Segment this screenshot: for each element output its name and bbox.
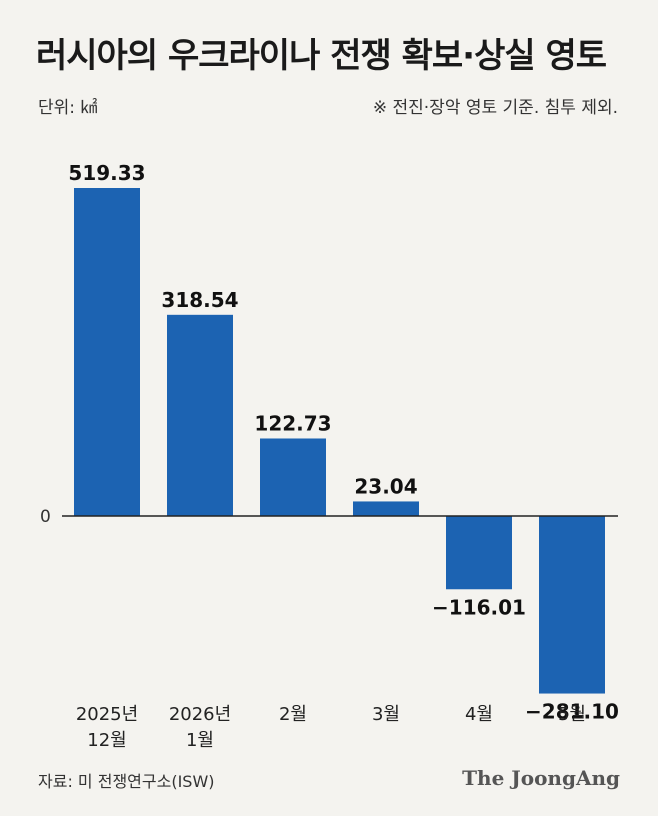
unit-label: 단위: ㎢ xyxy=(38,98,98,118)
category-label-1-2: 12월 xyxy=(87,730,126,751)
bar-6 xyxy=(539,516,605,694)
category-label-2-2: 1월 xyxy=(186,730,214,751)
bar-1 xyxy=(74,188,140,516)
bar-4 xyxy=(353,501,419,516)
data-label-3: 122.73 xyxy=(254,411,331,435)
bar-2 xyxy=(167,314,233,516)
bar-3 xyxy=(260,438,326,516)
data-label-1: 519.33 xyxy=(68,161,145,185)
zero-tick-label: 0 xyxy=(40,507,51,527)
category-label-2-1: 2026년 xyxy=(169,704,231,725)
chart-title: 러시아의 우크라이나 전쟁 확보·상실 영토 xyxy=(36,36,607,76)
data-label-6: −281.10 xyxy=(525,700,619,724)
category-label-3-1: 2월 xyxy=(279,704,307,725)
criteria-note: ※ 전진·장악 영토 기준. 침투 제외. xyxy=(372,98,618,118)
data-label-4: 23.04 xyxy=(354,474,417,498)
data-label-2: 318.54 xyxy=(161,288,238,312)
brand-logo: The JoongAng xyxy=(462,766,620,790)
bar-5 xyxy=(446,516,512,590)
category-label-4-1: 3월 xyxy=(372,704,400,725)
category-label-1-1: 2025년 xyxy=(76,704,138,725)
category-label-6-1: 5월 xyxy=(558,704,586,725)
data-label-5: −116.01 xyxy=(432,595,526,619)
category-label-5-1: 4월 xyxy=(465,704,493,725)
source-note: 자료: 미 전쟁연구소(ISW) xyxy=(38,772,215,791)
